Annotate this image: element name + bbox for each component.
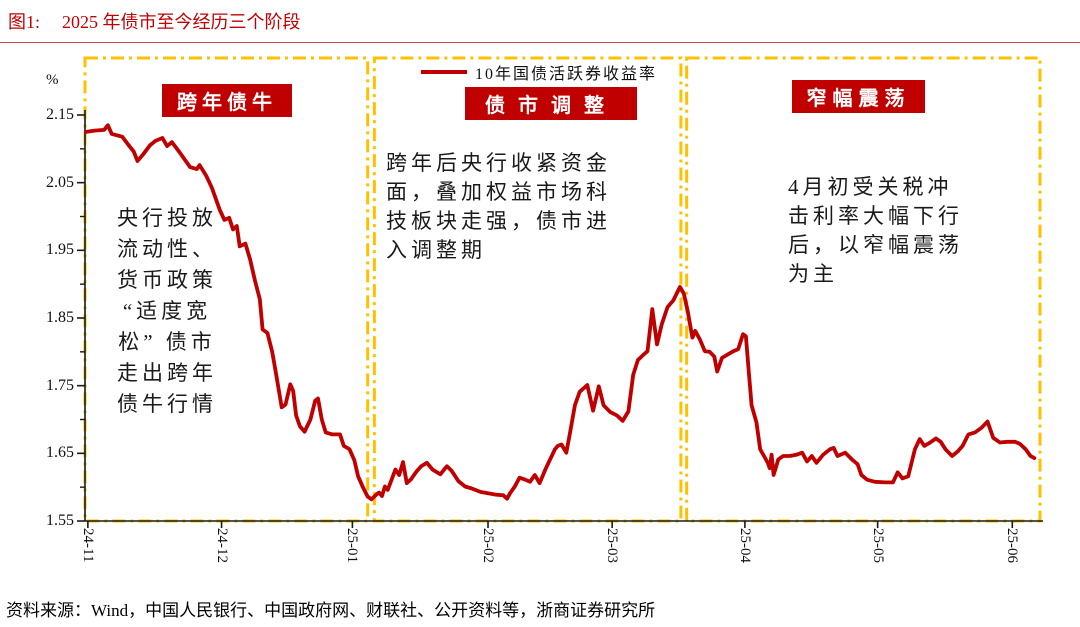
- figure-title-text: 2025 年债市至今经历三个阶段: [62, 12, 301, 32]
- phase-box-3: [685, 56, 1042, 523]
- x-tick-label: 25-06: [1004, 528, 1021, 563]
- y-tick-label: 1.85: [46, 309, 74, 326]
- x-tick-label: 25-04: [736, 528, 753, 563]
- chart-legend: 10年国债活跃券收益率: [421, 60, 657, 84]
- y-tick-label: 2.15: [46, 106, 74, 123]
- phase-label-adjustment: 债市调整: [465, 87, 637, 120]
- x-tick-label: 25-02: [480, 528, 496, 563]
- phase-label-bull: 跨年债牛: [162, 84, 292, 117]
- x-tick-label: 25-01: [344, 528, 361, 563]
- x-tick-label: 25-05: [869, 528, 886, 563]
- legend-label: 10年国债活跃券收益率: [475, 66, 658, 83]
- phase-annotation-bull: 央行投放 流动性、 货币政策 “适度宽 松” 债市 走出跨年 债牛行情: [117, 206, 217, 416]
- phase-label-rangebound: 窄幅震荡: [792, 80, 925, 113]
- x-tick-label: 24-12: [213, 528, 230, 563]
- figure-number: 图1:: [8, 12, 41, 32]
- y-tick-label: 1.75: [46, 376, 74, 394]
- y-tick-label: 1.55: [46, 512, 74, 529]
- source-note: 资料来源：Wind，中国人民银行、中国政府网、财联社、公开资料等，浙商证券研究所: [6, 601, 656, 620]
- chart-title: 图1: 2025 年债市至今经历三个阶段: [8, 8, 301, 34]
- y-tick-label: 1.95: [46, 241, 74, 259]
- phase-annotation-adjustment: 跨年后央行收紧资金 面，叠加权益市场科 技板块走强，债市进 入调整期: [386, 151, 611, 262]
- y-tick-label: 2.05: [46, 173, 74, 191]
- x-tick-label: 25-03: [604, 528, 621, 563]
- phase-annotation-rangebound: 4月初受关税冲 击利率大幅下行 后，以窄幅震荡 为主: [788, 175, 963, 286]
- yield-line: [84, 123, 1037, 502]
- title-divider: [0, 42, 1080, 43]
- y-tick-label: 1.65: [46, 444, 74, 462]
- legend-line-swatch: [421, 70, 467, 74]
- x-tick-label: 24-11: [79, 528, 96, 563]
- y-axis-unit: %: [46, 72, 59, 88]
- phase-box-2: [372, 56, 683, 523]
